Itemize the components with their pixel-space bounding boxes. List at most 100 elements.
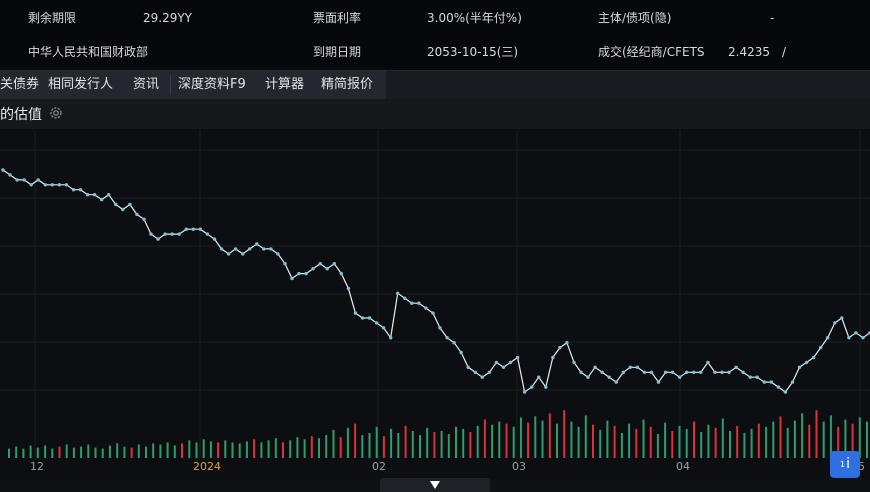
volume-bar	[101, 448, 104, 458]
data-point	[741, 370, 745, 374]
volume-bar	[15, 446, 18, 458]
volume-bar	[145, 446, 147, 458]
volume-bar	[642, 419, 645, 458]
volume-bar	[829, 415, 832, 458]
x-axis-label: 12	[30, 460, 44, 473]
remaining-term-label: 剩余期限	[28, 11, 77, 25]
volume-bar	[707, 424, 710, 458]
data-point	[332, 262, 336, 266]
valuation-chart[interactable]	[0, 130, 870, 478]
volume-bar	[447, 434, 450, 458]
volume-bar	[325, 435, 328, 458]
volume-bar	[51, 448, 54, 458]
data-point	[8, 173, 12, 177]
data-point	[163, 232, 167, 236]
tab-related-bonds[interactable]: 关债券	[0, 77, 40, 92]
data-point	[452, 341, 456, 345]
volume-bar	[815, 410, 818, 458]
tab-calculator[interactable]: 计算器	[265, 77, 305, 92]
volume-bar	[289, 440, 292, 458]
data-point	[283, 262, 287, 266]
volume-bar	[318, 438, 320, 458]
tab-compact-quotes[interactable]: 精简报价	[321, 77, 374, 92]
x-axis-label: 03	[512, 460, 526, 473]
data-point	[325, 267, 329, 271]
chart-header: 的估值	[0, 99, 870, 129]
volume-bar	[58, 446, 61, 458]
data-point	[403, 296, 407, 300]
data-point	[628, 365, 632, 369]
volume-bar	[714, 427, 717, 458]
data-point	[107, 193, 111, 197]
data-point	[727, 370, 731, 374]
volume-bar	[628, 423, 631, 458]
volume-bar	[671, 431, 674, 458]
collapse-handle[interactable]	[380, 478, 490, 492]
data-point	[537, 375, 541, 379]
gear-icon[interactable]	[48, 105, 64, 121]
volume-bar	[693, 421, 695, 458]
volume-bar	[700, 432, 703, 458]
volume-bar	[433, 432, 436, 458]
volume-bar	[382, 436, 385, 458]
volume-bar	[419, 435, 421, 458]
volume-bar	[260, 442, 263, 458]
data-point	[431, 311, 435, 315]
trade-value: 2.4235	[728, 45, 770, 59]
volume-bar	[599, 429, 602, 458]
data-point	[804, 360, 809, 365]
volume-bar	[137, 444, 140, 458]
volume-bar	[541, 420, 544, 458]
volume-bar	[195, 442, 198, 458]
data-point	[57, 183, 62, 187]
tab-news[interactable]: 资讯	[133, 77, 160, 92]
data-point	[360, 316, 365, 320]
data-point	[36, 178, 40, 182]
data-point	[734, 365, 738, 369]
volume-bar	[36, 447, 39, 458]
data-point	[233, 247, 238, 251]
data-point	[424, 306, 428, 310]
data-point	[776, 385, 781, 389]
volume-bar	[822, 421, 825, 458]
data-point	[50, 183, 54, 187]
data-point	[755, 375, 759, 379]
tab-divider	[170, 75, 171, 95]
trade-label: 成交(经纪商/CFETS	[598, 45, 705, 59]
data-point	[642, 370, 647, 374]
data-point	[262, 247, 266, 251]
volume-bar	[94, 447, 97, 458]
volume-bar	[577, 426, 580, 458]
data-point	[290, 276, 294, 281]
info-button-badge: 1	[840, 460, 846, 469]
data-point	[255, 242, 259, 246]
data-point	[71, 188, 76, 192]
data-point	[480, 375, 484, 379]
data-point	[311, 267, 315, 271]
volume-bar	[858, 417, 861, 458]
info-button[interactable]: 1i	[830, 451, 860, 478]
volume-bar	[72, 447, 75, 458]
data-point	[656, 380, 661, 384]
data-point	[614, 380, 618, 384]
volume-bar	[361, 435, 364, 458]
x-axis-label: 02	[372, 460, 386, 473]
volume-bar	[245, 441, 248, 458]
volume-bar	[469, 432, 472, 458]
data-point	[339, 271, 343, 276]
rating-value: -	[770, 11, 775, 25]
volume-bar	[354, 423, 357, 458]
volume-bar	[397, 433, 400, 458]
volume-bar	[87, 444, 90, 458]
volume-bar	[296, 437, 299, 458]
tab-same-issuer[interactable]: 相同发行人	[48, 77, 114, 92]
volume-bar	[678, 425, 681, 458]
volume-bar	[8, 448, 10, 458]
data-point	[248, 247, 252, 251]
coupon-label: 票面利率	[313, 11, 362, 25]
data-point	[318, 262, 322, 266]
tab-f9-deep-data[interactable]: 深度资料F9	[178, 77, 246, 92]
volume-bar	[390, 428, 393, 458]
data-point	[522, 390, 527, 394]
data-point	[15, 178, 19, 182]
